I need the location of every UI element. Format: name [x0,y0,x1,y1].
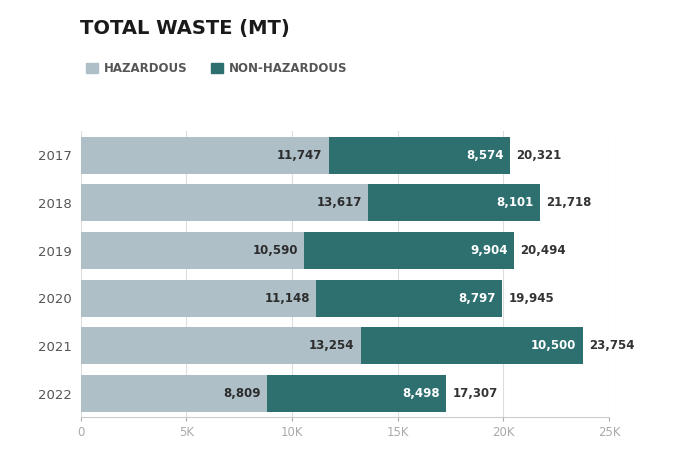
Text: 11,148: 11,148 [265,292,310,305]
Text: 20,321: 20,321 [517,149,561,162]
Bar [80,327,360,364]
Bar [80,375,267,412]
Bar [267,375,447,412]
Text: 10,500: 10,500 [531,340,576,352]
Bar [304,232,514,269]
Bar [80,184,368,221]
Text: 13,254: 13,254 [309,340,354,352]
Text: 21,718: 21,718 [546,197,592,209]
Text: 9,904: 9,904 [470,244,508,257]
Legend: HAZARDOUS, NON-HAZARDOUS: HAZARDOUS, NON-HAZARDOUS [81,57,351,80]
Bar [80,136,329,174]
Text: 8,498: 8,498 [402,387,440,400]
Text: 8,797: 8,797 [458,292,496,305]
Text: 23,754: 23,754 [589,340,634,352]
Bar [368,184,540,221]
Bar [329,136,510,174]
Text: 19,945: 19,945 [508,292,554,305]
Text: 17,307: 17,307 [453,387,498,400]
Text: TOTAL WASTE (MT): TOTAL WASTE (MT) [80,19,290,38]
Text: 8,101: 8,101 [496,197,533,209]
Text: 10,590: 10,590 [253,244,298,257]
Text: 13,617: 13,617 [316,197,362,209]
Text: 8,574: 8,574 [466,149,504,162]
Text: 8,809: 8,809 [223,387,260,400]
Text: 11,747: 11,747 [277,149,323,162]
Bar [80,280,316,317]
Text: 20,494: 20,494 [520,244,566,257]
Bar [80,232,304,269]
Bar [316,280,502,317]
Bar [360,327,582,364]
